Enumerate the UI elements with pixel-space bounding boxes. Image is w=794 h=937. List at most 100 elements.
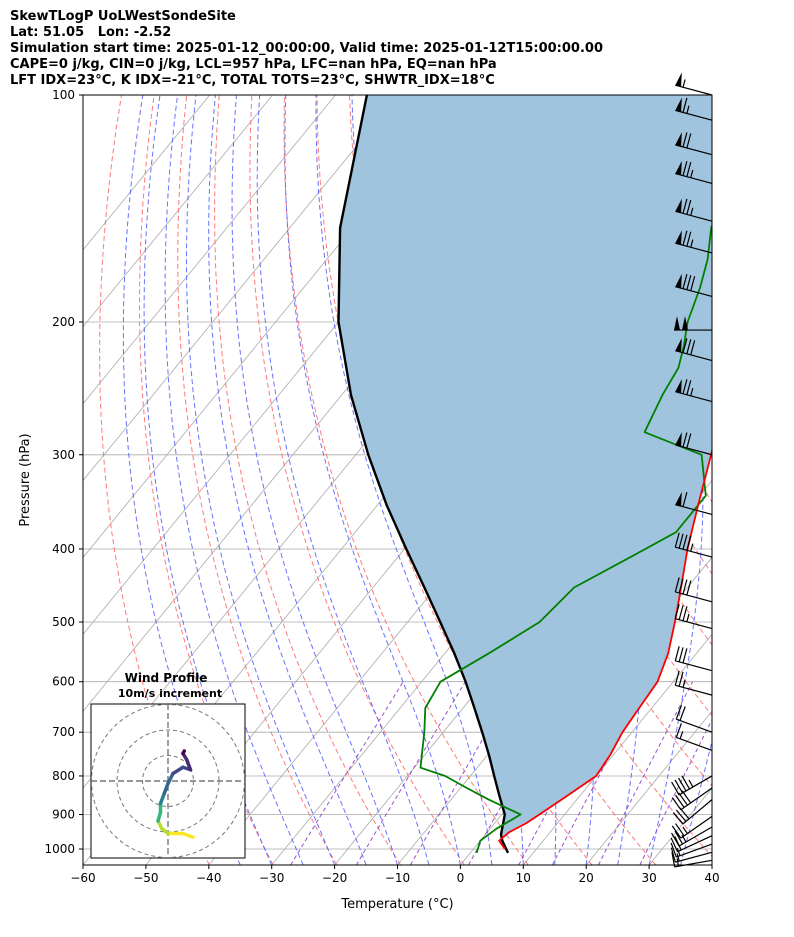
dry-adiabat bbox=[707, 95, 712, 108]
isotherm-line bbox=[522, 633, 712, 865]
y-tick-label: 600 bbox=[52, 675, 75, 689]
wind-barb bbox=[675, 378, 713, 403]
dry-adiabat bbox=[177, 95, 338, 865]
dry-adiabat bbox=[138, 95, 274, 865]
time-line: Simulation start time: 2025-01-12_00:00:… bbox=[10, 41, 603, 56]
isotherm-line bbox=[83, 95, 273, 328]
mixing-ratio-line bbox=[597, 681, 694, 865]
wind-barb bbox=[670, 842, 713, 858]
moist-adiabat bbox=[208, 95, 367, 865]
wind-barb bbox=[675, 97, 713, 121]
y-axis-label: Pressure (hPa) bbox=[18, 433, 33, 526]
wind-barb bbox=[675, 132, 713, 156]
hodograph-segment bbox=[162, 781, 170, 796]
isotherm-line bbox=[83, 95, 211, 251]
x-tick-label: −40 bbox=[196, 871, 221, 885]
wind-barb bbox=[675, 198, 713, 222]
hodograph-subtitle: 10m/s increment bbox=[118, 687, 222, 700]
x-tick-label: −50 bbox=[133, 871, 158, 885]
x-tick-label: −20 bbox=[322, 871, 347, 885]
mixing-ratio-line bbox=[639, 718, 712, 865]
x-tick-label: −60 bbox=[70, 871, 95, 885]
chart-header: SkewTLogP UoLWestSondeSite Lat: 51.05 Lo… bbox=[10, 9, 603, 89]
wind-barb bbox=[675, 230, 713, 254]
wind-barb bbox=[671, 787, 713, 811]
y-tick-label: 900 bbox=[52, 808, 75, 822]
moist-adiabat bbox=[164, 95, 304, 865]
hodograph-segment bbox=[158, 791, 166, 806]
wind-barb bbox=[670, 847, 713, 863]
x-tick-label: −30 bbox=[259, 871, 284, 885]
y-tick-label: 1000 bbox=[44, 842, 75, 856]
wind-barb bbox=[675, 432, 713, 456]
wind-barb bbox=[674, 646, 713, 672]
hodograph-segment bbox=[166, 771, 175, 786]
x-tick-label: 40 bbox=[704, 871, 719, 885]
wind-barb bbox=[675, 337, 713, 362]
x-tick-label: 0 bbox=[457, 871, 465, 885]
x-tick-label: −10 bbox=[385, 871, 410, 885]
wind-barb bbox=[675, 491, 713, 516]
moist-adiabat bbox=[256, 95, 430, 865]
wind-barbs bbox=[670, 72, 713, 868]
indices-line-1: CAPE=0 j/kg, CIN=0 j/kg, LCL=957 hPa, LF… bbox=[10, 57, 497, 72]
wind-barb bbox=[674, 604, 713, 630]
y-tick-label: 200 bbox=[52, 315, 75, 329]
mixing-ratio-line bbox=[290, 681, 404, 865]
hodograph-segment bbox=[171, 765, 185, 776]
dry-adiabat bbox=[249, 95, 465, 865]
wind-barb bbox=[675, 704, 713, 733]
wind-barb bbox=[674, 532, 713, 558]
wind-barb bbox=[674, 316, 712, 331]
mixing-ratio-line bbox=[409, 681, 517, 865]
isotherm-line bbox=[83, 95, 336, 405]
wind-barb bbox=[675, 723, 713, 751]
x-tick-label: 30 bbox=[641, 871, 656, 885]
series-layer bbox=[337, 95, 712, 854]
shade-layer bbox=[338, 95, 712, 853]
y-tick-label: 300 bbox=[52, 448, 75, 462]
isotherm-line bbox=[585, 710, 712, 865]
wind-barb bbox=[675, 72, 713, 96]
wind-barb bbox=[671, 852, 713, 868]
wind-barb bbox=[671, 826, 713, 847]
moist-adiabat bbox=[186, 95, 336, 865]
x-axis-label: Temperature (°C) bbox=[340, 897, 453, 912]
x-tick-label: 20 bbox=[579, 871, 594, 885]
wind-barb bbox=[674, 670, 713, 696]
wind-barb bbox=[674, 577, 713, 603]
dry-adiabat bbox=[316, 95, 593, 865]
dewpoint-line bbox=[419, 223, 712, 854]
cin-shade bbox=[338, 95, 712, 853]
wind-barb bbox=[675, 273, 713, 298]
location-line: Lat: 51.05 Lon: -2.52 bbox=[10, 25, 172, 40]
hodograph-segment bbox=[181, 831, 195, 839]
hodograph-segment bbox=[185, 758, 193, 772]
indices-line-2: LFT IDX=23°C, K IDX=-21°C, TOTAL TOTS=23… bbox=[10, 73, 495, 88]
chart-title: SkewTLogP UoLWestSondeSite bbox=[10, 9, 236, 24]
isotherm-line bbox=[711, 864, 712, 865]
dry-adiabat bbox=[741, 95, 794, 865]
moist-adiabat bbox=[315, 95, 493, 865]
parcel-line bbox=[337, 95, 510, 854]
moist-adiabat bbox=[711, 863, 712, 865]
moist-adiabat bbox=[143, 95, 273, 865]
temperature-line bbox=[498, 447, 712, 850]
hodograph-title: Wind Profile bbox=[125, 671, 208, 685]
hodograph-inset: Wind Profile 10m/s increment bbox=[90, 671, 246, 859]
hodograph-segment bbox=[181, 749, 186, 756]
dry-adiabat bbox=[773, 95, 794, 865]
wind-barb bbox=[675, 160, 713, 185]
y-tick-label: 800 bbox=[52, 769, 75, 783]
moist-adiabat bbox=[231, 95, 398, 865]
wind-barb bbox=[671, 775, 713, 796]
y-tick-label: 100 bbox=[52, 88, 75, 102]
axes-layer: −60 −50 −40 −30 −20 −10 0 10 20 30 40 100 200 300 400 5… bbox=[18, 88, 720, 912]
y-tick-label: 700 bbox=[52, 725, 75, 739]
moist-adiabat bbox=[284, 95, 461, 865]
dry-adiabat bbox=[283, 95, 529, 865]
y-tick-label: 500 bbox=[52, 615, 75, 629]
y-tick-label: 400 bbox=[52, 542, 75, 556]
mixing-ratio-line bbox=[355, 681, 466, 865]
